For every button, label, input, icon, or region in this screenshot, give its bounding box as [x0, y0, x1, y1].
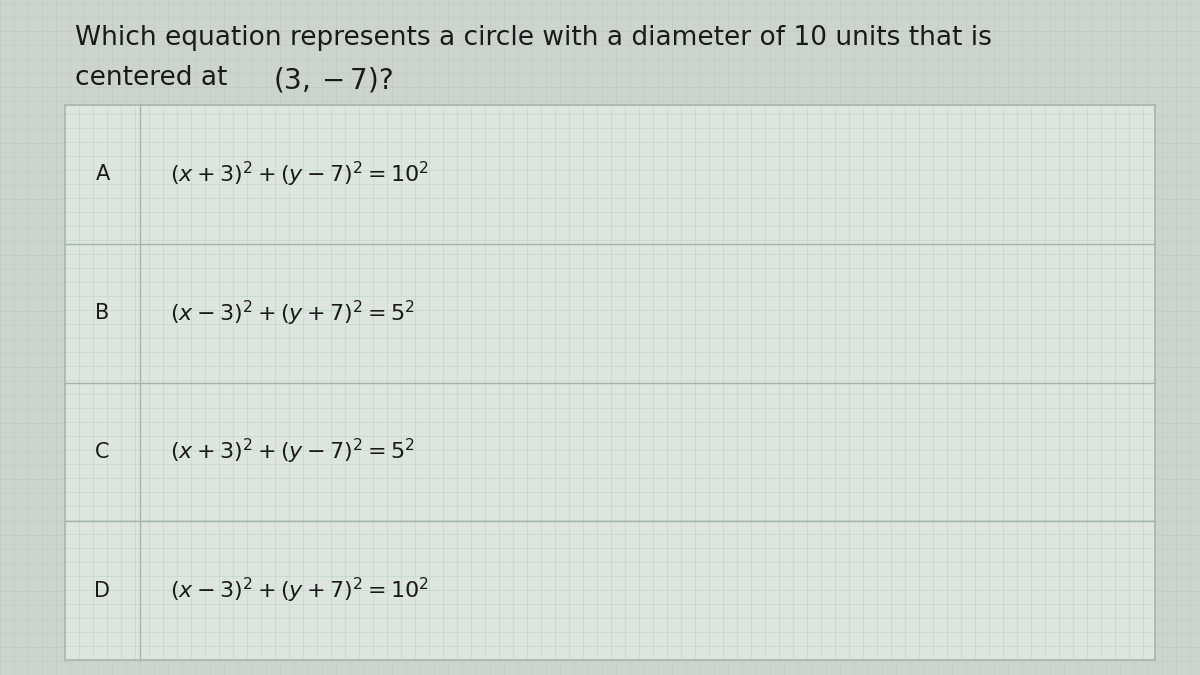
Text: B: B: [95, 303, 109, 323]
Text: $(3, -7)$?: $(3, -7)$?: [274, 65, 394, 94]
Text: D: D: [95, 580, 110, 601]
Text: centered at: centered at: [74, 65, 235, 91]
Text: C: C: [95, 442, 109, 462]
Text: $(x-3)^2+(y+7)^2=10^2$: $(x-3)^2+(y+7)^2=10^2$: [170, 576, 428, 605]
Text: $(x-3)^2+(y+7)^2=5^2$: $(x-3)^2+(y+7)^2=5^2$: [170, 298, 415, 328]
Bar: [65, 105, 1154, 660]
Text: $(x+3)^2+(y-7)^2=10^2$: $(x+3)^2+(y-7)^2=10^2$: [170, 160, 428, 189]
Text: A: A: [95, 165, 109, 184]
Text: Which equation represents a circle with a diameter of 10 units that is: Which equation represents a circle with …: [74, 25, 992, 51]
Text: $(x+3)^2+(y-7)^2=5^2$: $(x+3)^2+(y-7)^2=5^2$: [170, 437, 415, 466]
